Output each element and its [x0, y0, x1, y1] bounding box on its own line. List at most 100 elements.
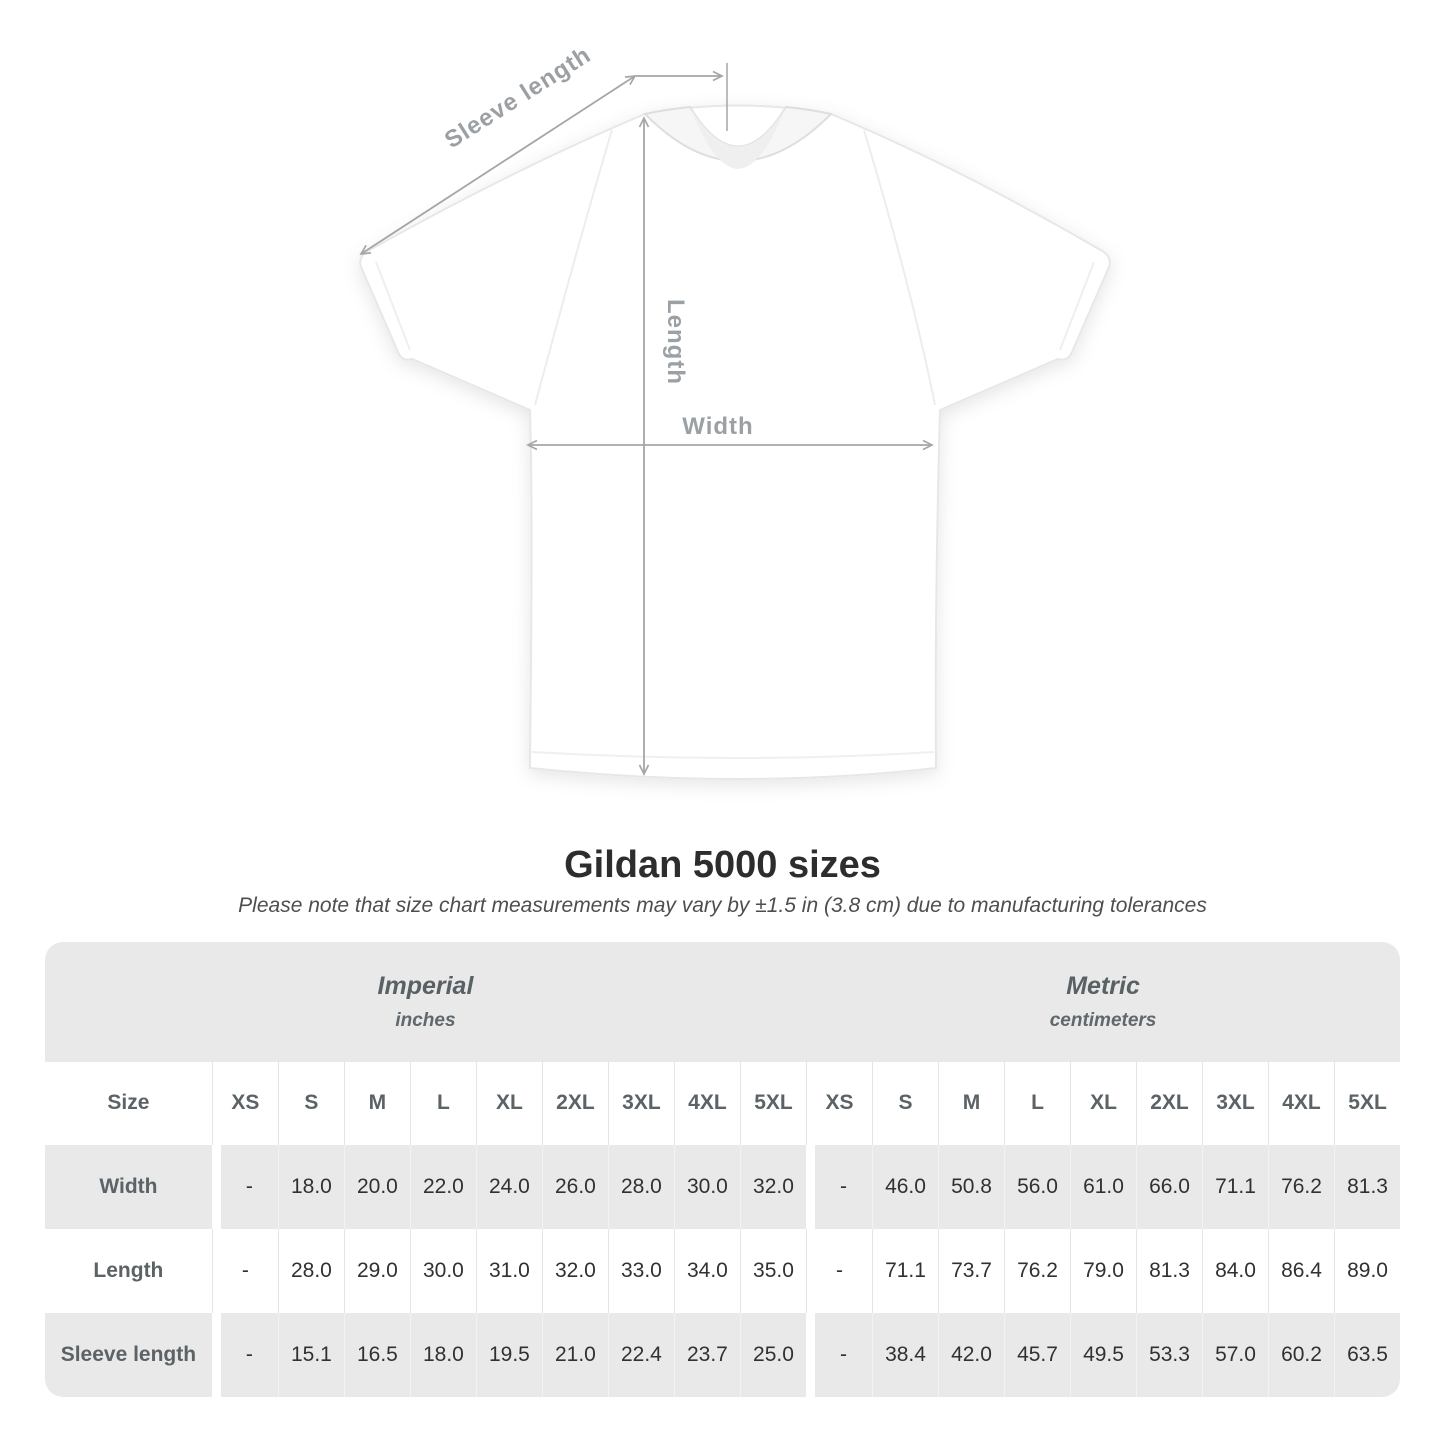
value-cell: -: [211, 1312, 278, 1397]
tshirt-outline: [359, 104, 1111, 781]
tolerance-note: Please note that size chart measurements…: [238, 893, 1207, 917]
tshirt-measurement-diagram: Sleeve length Length Width: [359, 41, 1111, 781]
size-header-imperial-2xl: 2XL: [541, 1061, 608, 1145]
value-cell: 84.0: [1202, 1228, 1268, 1313]
value-cell: 56.0: [1004, 1144, 1070, 1229]
value-cell: 89.0: [1334, 1228, 1401, 1313]
size-header-metric-4xl: 4XL: [1268, 1061, 1334, 1145]
metric-group-title: Metric: [1066, 971, 1140, 1000]
size-table: Imperial inches Metric centimeters Size …: [44, 941, 1401, 1397]
tshirt-right-cuff-stitch: [1059, 261, 1095, 351]
size-header-imperial-xs: XS: [211, 1061, 278, 1145]
value-cell: 60.2: [1268, 1312, 1334, 1397]
value-cell: 79.0: [1070, 1228, 1136, 1313]
value-cell: 32.0: [541, 1228, 608, 1313]
imperial-group-unit: inches: [395, 1009, 456, 1031]
value-cell: 76.2: [1268, 1144, 1334, 1229]
metric-group-unit: centimeters: [1049, 1009, 1157, 1031]
sleeve-length-row: Sleeve length - 15.1 16.5 18.0 19.5 21.0…: [44, 1312, 1401, 1397]
value-cell: 61.0: [1070, 1144, 1136, 1229]
tshirt-neck-opening: [690, 107, 786, 169]
value-cell: 15.1: [277, 1312, 344, 1397]
size-header-metric-3xl: 3XL: [1202, 1061, 1268, 1145]
value-cell: 34.0: [673, 1228, 740, 1313]
value-cell: 42.0: [938, 1312, 1004, 1397]
width-row: Width - 18.0 20.0 22.0 24.0 26.0 28.0 30…: [44, 1144, 1401, 1229]
value-cell: -: [806, 1312, 872, 1397]
value-cell: 76.2: [1004, 1228, 1070, 1313]
value-cell: 46.0: [872, 1144, 938, 1229]
row-label: Length: [44, 1228, 212, 1313]
size-header-metric-s: S: [872, 1061, 938, 1145]
length-row: Length - 28.0 29.0 30.0 31.0 32.0 33.0 3…: [44, 1228, 1401, 1313]
size-header-metric-l: L: [1004, 1061, 1070, 1145]
value-cell: 35.0: [739, 1228, 806, 1313]
size-header-metric-m: M: [938, 1061, 1004, 1145]
size-header-metric-5xl: 5XL: [1334, 1061, 1401, 1145]
value-cell: 20.0: [343, 1144, 410, 1229]
value-cell: 86.4: [1268, 1228, 1334, 1313]
size-header-imperial-s: S: [277, 1061, 344, 1145]
size-col-header: Size: [44, 1061, 212, 1145]
value-cell: 23.7: [673, 1312, 740, 1397]
value-cell: -: [806, 1228, 872, 1313]
value-cell: 38.4: [872, 1312, 938, 1397]
value-cell: 31.0: [475, 1228, 542, 1313]
value-cell: 33.0: [607, 1228, 674, 1313]
sleeve-length-arrow: [359, 74, 637, 256]
value-cell: 18.0: [409, 1312, 476, 1397]
value-cell: 22.0: [409, 1144, 476, 1229]
value-cell: 16.5: [343, 1312, 410, 1397]
value-cell: 28.0: [607, 1144, 674, 1229]
value-cell: 26.0: [541, 1144, 608, 1229]
tshirt-right-sleeve-seam: [863, 129, 936, 406]
tshirt-graphic: [359, 104, 1111, 781]
length-diagram-label: Length: [662, 299, 689, 385]
tshirt-diagram-svg: Sleeve length Length Width: [359, 41, 1111, 781]
value-cell: 66.0: [1136, 1144, 1202, 1229]
size-header-imperial-l: L: [409, 1061, 476, 1145]
value-cell: -: [806, 1144, 872, 1229]
size-header-imperial-xl: XL: [475, 1061, 542, 1145]
value-cell: 71.1: [1202, 1144, 1268, 1229]
value-cell: 19.5: [475, 1312, 542, 1397]
value-cell: 32.0: [739, 1144, 806, 1229]
value-cell: 24.0: [475, 1144, 542, 1229]
size-header-row: Size XS S M L XL 2XL 3XL 4XL 5XL XS S M …: [44, 1061, 1401, 1145]
value-cell: 49.5: [1070, 1312, 1136, 1397]
value-cell: -: [211, 1144, 278, 1229]
size-header-imperial-4xl: 4XL: [673, 1061, 740, 1145]
value-cell: 22.4: [607, 1312, 674, 1397]
page-title: Gildan 5000 sizes: [564, 844, 881, 886]
value-cell: 21.0: [541, 1312, 608, 1397]
measurement-arrows: [359, 63, 934, 776]
value-cell: 30.0: [409, 1228, 476, 1313]
value-cell: 25.0: [739, 1312, 806, 1397]
size-header-imperial-3xl: 3XL: [607, 1061, 674, 1145]
size-header-imperial-5xl: 5XL: [739, 1061, 806, 1145]
tshirt-left-cuff-stitch: [375, 261, 411, 351]
imperial-group-title: Imperial: [377, 971, 474, 1000]
value-cell: 18.0: [277, 1144, 344, 1229]
sleeve-length-diagram-label: Sleeve length: [440, 41, 596, 154]
value-cell: 53.3: [1136, 1312, 1202, 1397]
value-cell: 29.0: [343, 1228, 410, 1313]
value-cell: 45.7: [1004, 1312, 1070, 1397]
value-cell: 81.3: [1334, 1144, 1401, 1229]
imperial-unit-band: Imperial inches: [44, 941, 806, 1062]
size-header-metric-2xl: 2XL: [1136, 1061, 1202, 1145]
row-label: Sleeve length: [44, 1312, 212, 1397]
value-cell: 63.5: [1334, 1312, 1401, 1397]
value-cell: 57.0: [1202, 1312, 1268, 1397]
size-header-metric-xl: XL: [1070, 1061, 1136, 1145]
value-cell: -: [211, 1228, 278, 1313]
value-cell: 81.3: [1136, 1228, 1202, 1313]
width-diagram-label: Width: [682, 413, 753, 440]
value-cell: 73.7: [938, 1228, 1004, 1313]
unit-band-row: Imperial inches Metric centimeters: [44, 941, 1401, 1062]
size-header-metric-xs: XS: [806, 1061, 872, 1145]
row-label: Width: [44, 1144, 212, 1229]
value-cell: 50.8: [938, 1144, 1004, 1229]
metric-unit-band: Metric centimeters: [806, 941, 1401, 1062]
